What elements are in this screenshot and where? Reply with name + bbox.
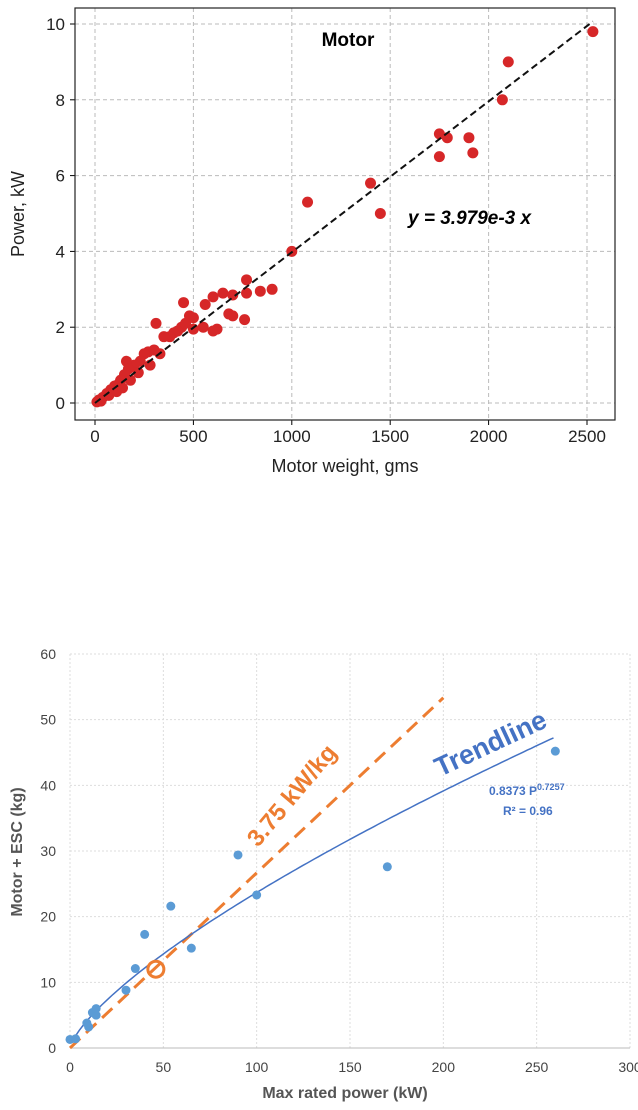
x-tick-label: 300 xyxy=(618,1059,638,1075)
data-point xyxy=(233,850,243,860)
data-point xyxy=(140,929,150,939)
data-point xyxy=(252,890,262,900)
x-tick-label: 2500 xyxy=(568,427,606,446)
data-point xyxy=(241,274,253,286)
data-point xyxy=(117,382,129,394)
data-point xyxy=(150,317,162,329)
r-squared: R² = 0.96 xyxy=(503,804,553,818)
highlight-point xyxy=(146,959,166,979)
data-point xyxy=(463,132,475,144)
data-point xyxy=(227,289,239,301)
x-tick-label: 250 xyxy=(525,1059,549,1075)
data-point xyxy=(84,1022,94,1032)
data-point xyxy=(187,323,199,335)
y-axis-label: Motor + ESC (kg) xyxy=(9,787,26,916)
data-point xyxy=(227,310,239,322)
x-axis-label: Motor weight, gms xyxy=(271,456,418,476)
y-tick-label: 60 xyxy=(40,646,56,662)
trendline-label: Trendline xyxy=(430,705,551,783)
data-point xyxy=(197,321,209,333)
chart-title: Motor xyxy=(322,30,375,51)
data-point xyxy=(254,285,266,297)
data-point xyxy=(130,964,140,974)
data-point xyxy=(433,151,445,163)
y-tick-label: 6 xyxy=(56,167,65,186)
x-tick-label: 200 xyxy=(432,1059,456,1075)
data-point xyxy=(587,26,599,38)
trendline-equation: 0.8373 P0.7257 xyxy=(489,782,565,798)
data-point xyxy=(91,1010,101,1020)
fit-line xyxy=(94,20,594,404)
y-tick-label: 8 xyxy=(56,91,65,110)
data-point xyxy=(502,56,514,68)
y-tick-label: 0 xyxy=(56,394,65,413)
y-tick-label: 50 xyxy=(40,712,56,728)
data-point xyxy=(365,177,377,189)
data-point xyxy=(91,1004,101,1014)
data-point xyxy=(199,298,211,310)
fit-equation: y = 3.979e-3 x xyxy=(407,208,533,229)
y-tick-label: 0 xyxy=(48,1040,56,1056)
x-tick-label: 1000 xyxy=(273,427,311,446)
trendline-exponent: 0.7257 xyxy=(537,782,565,792)
data-point xyxy=(302,196,314,208)
data-point xyxy=(239,314,251,326)
data-point xyxy=(207,325,219,337)
data-point xyxy=(124,374,136,386)
data-point xyxy=(186,943,196,953)
x-tick-label: 100 xyxy=(245,1059,269,1075)
y-tick-label: 30 xyxy=(40,843,56,859)
data-point xyxy=(550,746,560,756)
data-point xyxy=(71,1034,81,1044)
y-tick-label: 40 xyxy=(40,777,56,793)
ratio-line xyxy=(68,696,445,1050)
x-tick-label: 0 xyxy=(90,427,99,446)
x-tick-label: 150 xyxy=(338,1059,362,1075)
data-point xyxy=(180,317,192,329)
data-point xyxy=(95,395,107,407)
data-point xyxy=(241,287,253,299)
x-tick-label: 0 xyxy=(66,1059,74,1075)
data-point xyxy=(132,367,144,379)
x-tick-label: 500 xyxy=(179,427,207,446)
data-point xyxy=(467,147,479,159)
data-point xyxy=(217,287,229,299)
y-tick-label: 2 xyxy=(56,318,65,337)
y-axis-label: Power, kW xyxy=(8,171,28,257)
data-point xyxy=(207,291,219,303)
data-point xyxy=(121,985,131,995)
x-axis-label: Max rated power (kW) xyxy=(262,1085,427,1102)
data-point xyxy=(166,901,176,911)
y-tick-label: 20 xyxy=(40,909,56,925)
x-tick-label: 2000 xyxy=(470,427,508,446)
data-point xyxy=(496,94,508,106)
data-point xyxy=(382,862,392,872)
y-tick-label: 10 xyxy=(46,15,65,34)
y-tick-label: 10 xyxy=(40,974,56,990)
plot-frame xyxy=(74,7,616,421)
data-point xyxy=(178,297,190,309)
x-tick-label: 50 xyxy=(156,1059,172,1075)
x-tick-label: 1500 xyxy=(371,427,409,446)
data-point xyxy=(374,208,386,219)
data-point xyxy=(266,283,278,295)
data-point xyxy=(158,331,170,343)
y-tick-label: 4 xyxy=(56,242,65,261)
